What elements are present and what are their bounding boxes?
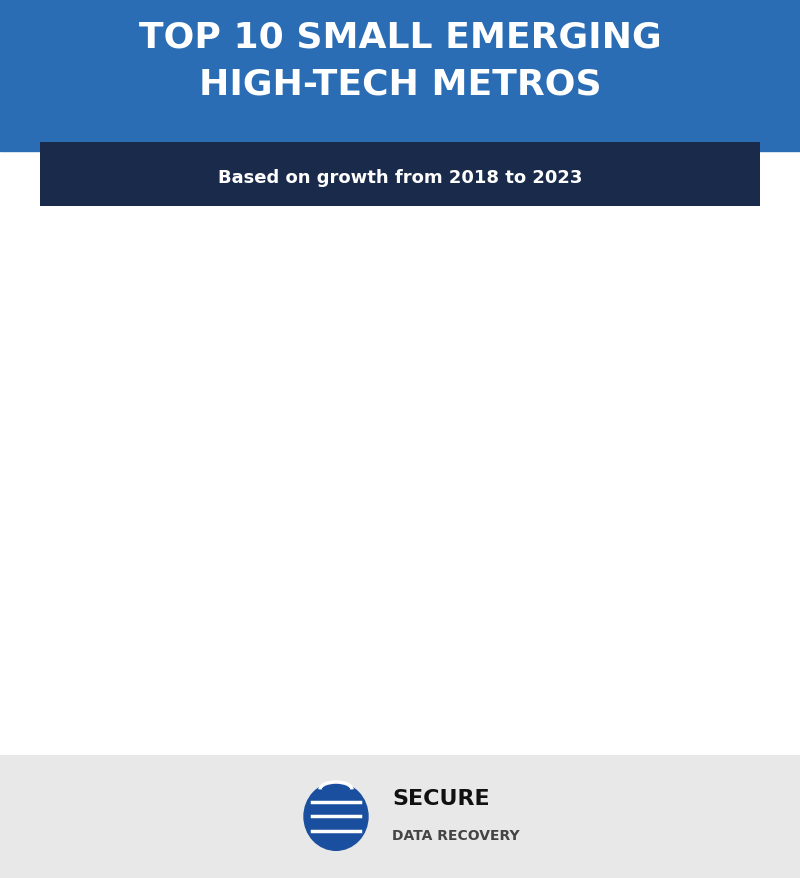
Bar bbox=[40, 143, 760, 206]
Text: SECURE: SECURE bbox=[392, 788, 490, 808]
Text: TOP 10 SMALL EMERGING: TOP 10 SMALL EMERGING bbox=[138, 21, 662, 55]
Text: HIGH-TECH METROS: HIGH-TECH METROS bbox=[198, 68, 602, 101]
Text: DATA RECOVERY: DATA RECOVERY bbox=[392, 828, 520, 842]
Bar bbox=[0, 0, 800, 152]
Ellipse shape bbox=[304, 783, 368, 850]
Text: Based on growth from 2018 to 2023: Based on growth from 2018 to 2023 bbox=[218, 169, 582, 187]
